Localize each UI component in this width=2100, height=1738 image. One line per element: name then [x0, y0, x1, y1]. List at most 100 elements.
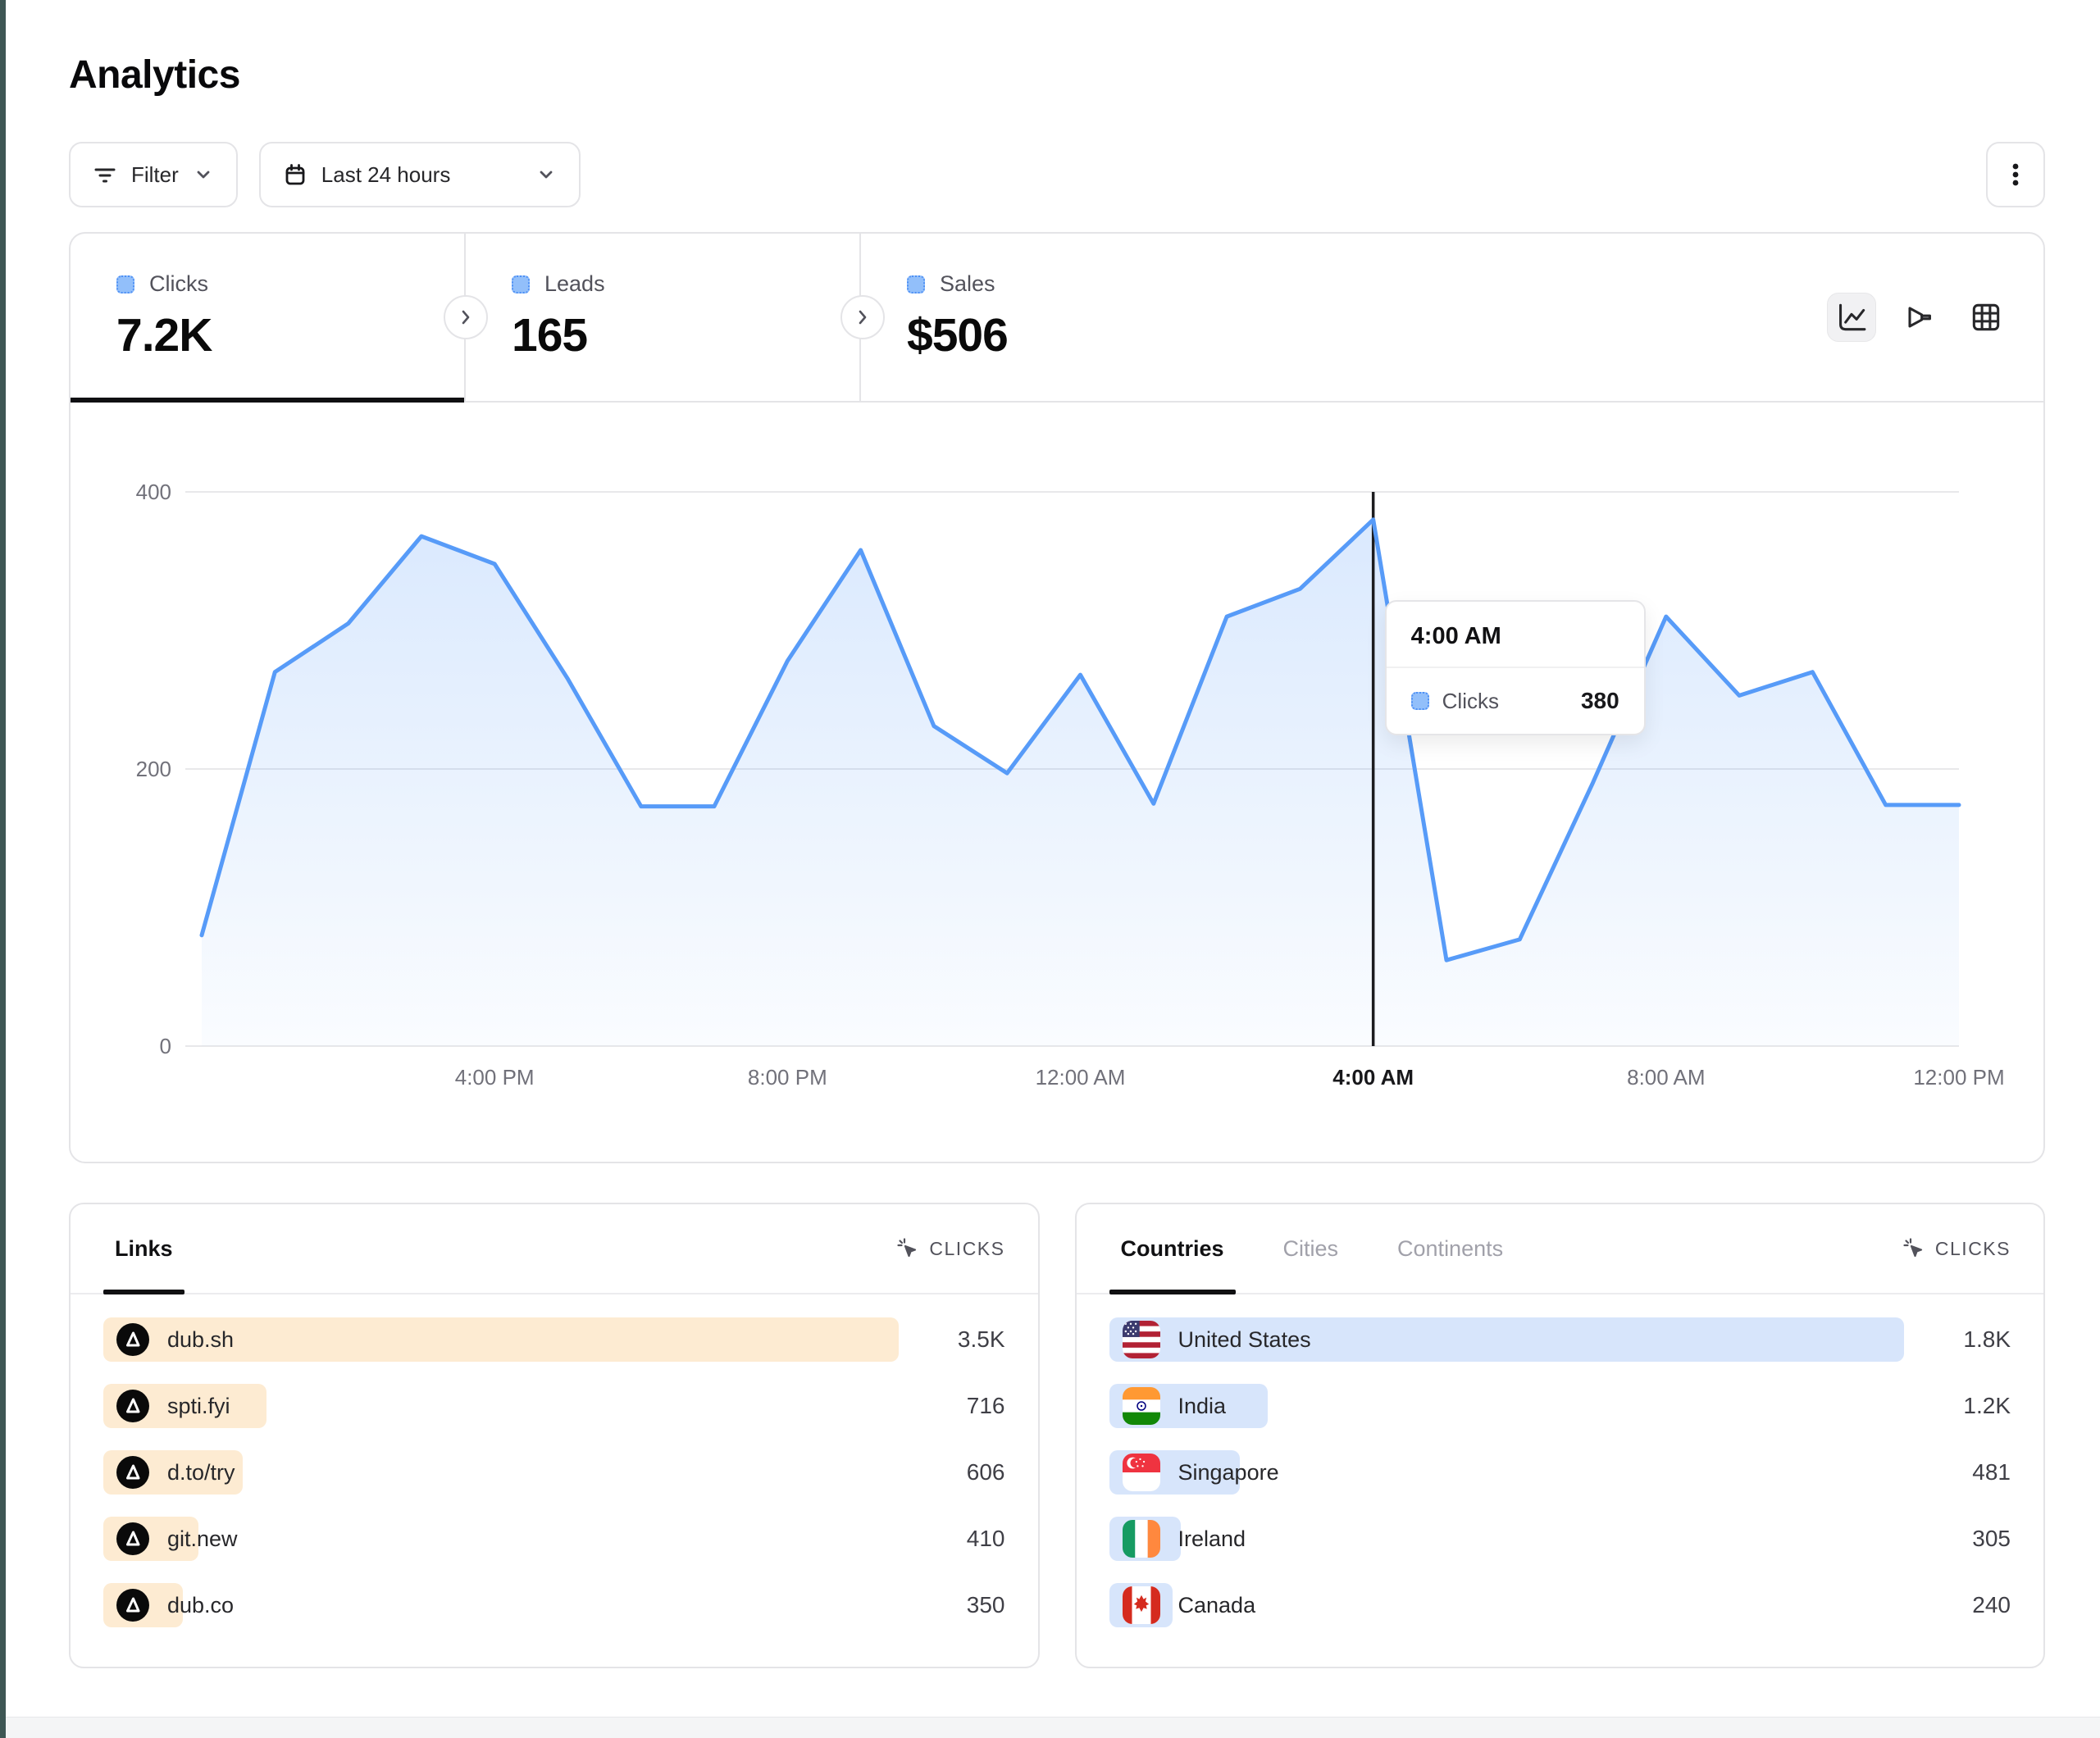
- dub-logo-icon: [116, 1390, 149, 1422]
- analytics-page: Analytics Filter Last 24 hours: [69, 0, 2045, 1668]
- clicks-value: 606: [966, 1459, 1005, 1485]
- calendar-icon: [285, 164, 305, 185]
- clicks-value: 1.2K: [1963, 1393, 2011, 1418]
- leads-legend-swatch: [512, 275, 530, 293]
- line-chart-view-button[interactable]: [1827, 293, 1876, 342]
- clicks-tab-value: 7.2K: [116, 309, 212, 362]
- flag-ie-icon: [1122, 1520, 1160, 1558]
- svg-text:8:00 PM: 8:00 PM: [748, 1065, 827, 1090]
- row-label: dub.sh: [167, 1326, 235, 1352]
- chevron-right-icon: [462, 310, 470, 325]
- svg-text:200: 200: [136, 757, 171, 781]
- svg-text:400: 400: [136, 480, 171, 504]
- countries-panel: Countries Cities Continents CLICKS Unite…: [1074, 1203, 2045, 1668]
- tab-clicks[interactable]: Clicks 7.2K: [71, 234, 466, 403]
- clicks-value: 350: [966, 1592, 1005, 1617]
- tab-countries[interactable]: Countries: [1109, 1204, 1236, 1294]
- country-row[interactable]: Singapore 481: [1109, 1450, 2011, 1495]
- funnel-view-button[interactable]: [1894, 293, 1943, 342]
- clicks-value: 716: [966, 1393, 1005, 1418]
- dub-logo-icon: [116, 1522, 149, 1555]
- clicks-value: 305: [1972, 1526, 2011, 1551]
- date-range-label: Last 24 hours: [321, 162, 451, 187]
- tooltip-value: 380: [1580, 688, 1619, 713]
- tab-links[interactable]: Links: [103, 1204, 184, 1294]
- links-panel: Links CLICKS dub.sh 3.5K spti.fyi 716 d.to/t…: [69, 1203, 1040, 1668]
- clicks-legend-swatch: [116, 275, 134, 293]
- chart-type-switcher: [1827, 293, 2011, 342]
- flag-ca-icon: [1122, 1586, 1160, 1624]
- clicks-value: 3.5K: [957, 1326, 1005, 1352]
- expand-clicks-leads-button[interactable]: [444, 295, 488, 339]
- table-view-button[interactable]: [1961, 293, 2011, 342]
- countries-metric-label: CLICKS: [1934, 1237, 2011, 1259]
- analytics-card: Clicks 7.2K Leads 165 Sales $506: [69, 232, 2045, 1163]
- svg-text:4:00 PM: 4:00 PM: [455, 1065, 535, 1090]
- cursor-click-icon: [897, 1238, 917, 1258]
- link-row[interactable]: dub.sh 3.5K: [103, 1317, 1005, 1362]
- chevron-right-icon: [859, 310, 867, 325]
- svg-text:0: 0: [160, 1034, 171, 1058]
- sales-tab-value: $506: [907, 309, 1009, 362]
- value-bar: [103, 1317, 899, 1362]
- date-range-button[interactable]: Last 24 hours: [258, 142, 581, 207]
- dub-logo-icon: [116, 1589, 149, 1622]
- link-row[interactable]: git.new 410: [103, 1517, 1005, 1561]
- filter-button[interactable]: Filter: [69, 142, 238, 207]
- filter-button-label: Filter: [131, 162, 179, 187]
- kebab-menu-icon: [2012, 163, 2019, 186]
- svg-text:8:00 AM: 8:00 AM: [1627, 1065, 1705, 1090]
- svg-text:12:00 PM: 12:00 PM: [1913, 1065, 2004, 1090]
- tab-leads[interactable]: Leads 165: [466, 234, 861, 401]
- expand-leads-sales-button[interactable]: [840, 295, 885, 339]
- link-row[interactable]: spti.fyi 716: [103, 1384, 1005, 1428]
- left-edge-divider: [0, 0, 6, 1738]
- clicks-value: 410: [966, 1526, 1005, 1551]
- tab-sales[interactable]: Sales $506: [861, 234, 1256, 401]
- dub-logo-icon: [116, 1456, 149, 1489]
- next-section-divider: [6, 1717, 2100, 1738]
- clicks-value: 1.8K: [1963, 1326, 2011, 1352]
- country-row[interactable]: Ireland 305: [1109, 1517, 2011, 1561]
- country-row[interactable]: United States 1.8K: [1109, 1317, 2011, 1362]
- tab-continents[interactable]: Continents: [1386, 1204, 1515, 1293]
- tab-cities[interactable]: Cities: [1272, 1204, 1351, 1293]
- clicks-area-chart[interactable]: 0 200 400 4:00 PM 8:00 PM 12:00 AM 4:00 AM 8:00…: [71, 403, 2043, 1163]
- links-metric-label: CLICKS: [929, 1237, 1005, 1259]
- row-label: Singapore: [1178, 1459, 1279, 1485]
- filter-icon: [94, 168, 116, 183]
- country-row[interactable]: India 1.2K: [1109, 1384, 2011, 1428]
- country-row[interactable]: Canada 240: [1109, 1583, 2011, 1627]
- grid-icon: [1972, 303, 2000, 331]
- link-row[interactable]: d.to/try 606: [103, 1450, 1005, 1495]
- countries-metric-badge[interactable]: CLICKS: [1902, 1237, 2011, 1260]
- row-label: India: [1178, 1393, 1227, 1418]
- link-row[interactable]: dub.co 350: [103, 1583, 1005, 1627]
- line-chart-icon: [1839, 303, 1866, 331]
- tooltip-time: 4:00 AM: [1386, 602, 1644, 668]
- row-label: d.to/try: [167, 1459, 235, 1485]
- tooltip-legend-swatch: [1410, 692, 1429, 710]
- cursor-click-icon: [1903, 1238, 1923, 1258]
- sales-legend-swatch: [907, 275, 925, 293]
- row-label: git.new: [167, 1526, 238, 1551]
- chevron-down-icon: [540, 171, 553, 179]
- toolbar: Filter Last 24 hours: [69, 142, 2045, 207]
- funnel-icon: [1908, 307, 1931, 328]
- row-label: dub.co: [167, 1592, 235, 1617]
- chart-tooltip: 4:00 AM Clicks 380: [1384, 600, 1646, 735]
- leads-tab-label: Leads: [544, 271, 605, 296]
- dub-logo-icon: [116, 1323, 149, 1356]
- stats-tab-bar: Clicks 7.2K Leads 165 Sales $506: [71, 234, 2043, 403]
- row-label: United States: [1178, 1326, 1311, 1352]
- clicks-value: 240: [1972, 1592, 2011, 1617]
- links-metric-badge[interactable]: CLICKS: [896, 1237, 1004, 1260]
- more-options-button[interactable]: [1986, 142, 2045, 207]
- value-bar: [1109, 1317, 1904, 1362]
- row-label: Ireland: [1178, 1526, 1246, 1551]
- flag-us-icon: [1122, 1321, 1160, 1358]
- row-label: Canada: [1178, 1592, 1256, 1617]
- sales-tab-label: Sales: [940, 271, 995, 296]
- flag-sg-icon: [1122, 1454, 1160, 1491]
- row-label: spti.fyi: [167, 1393, 230, 1418]
